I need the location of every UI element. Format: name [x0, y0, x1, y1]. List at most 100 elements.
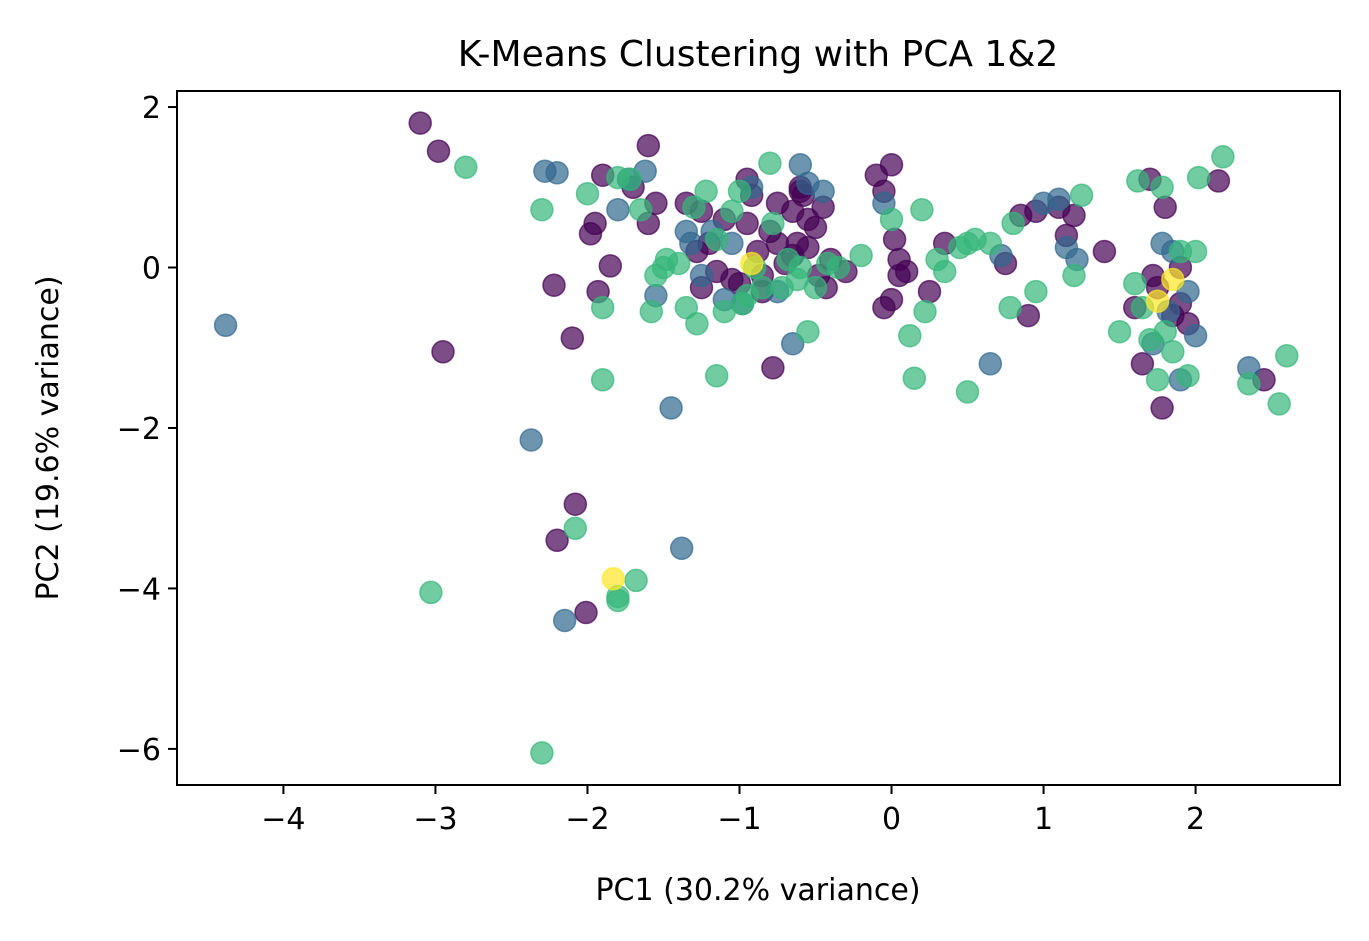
data-point [545, 161, 569, 185]
data-point [1211, 145, 1235, 169]
data-point [796, 319, 820, 344]
data-point [574, 600, 598, 625]
data-point [955, 231, 980, 256]
data-point [998, 295, 1022, 320]
data-point [913, 299, 937, 324]
data-point [552, 608, 577, 633]
data-point [669, 536, 694, 561]
data-point [761, 211, 785, 236]
data-point [618, 167, 642, 192]
data-point [598, 254, 623, 278]
data-point [659, 396, 683, 420]
data-point [1267, 392, 1291, 416]
data-point [639, 299, 664, 324]
data-point [1183, 323, 1208, 348]
data-point [1107, 319, 1132, 344]
plot-frame [176, 90, 1341, 786]
x-tick-label: −4 [261, 802, 305, 837]
data-point [563, 492, 588, 516]
x-tick-label: 2 [1186, 802, 1205, 837]
data-point [1275, 344, 1299, 368]
data-point [1062, 263, 1086, 288]
data-points [213, 111, 1299, 765]
data-point [1145, 289, 1170, 313]
data-point [1150, 396, 1174, 420]
data-point [601, 567, 626, 591]
data-point [545, 528, 569, 553]
data-point [1206, 169, 1231, 193]
data-point [887, 247, 911, 272]
data-point [1123, 271, 1147, 296]
data-point [727, 179, 752, 204]
data-point [1183, 239, 1208, 264]
data-point [1062, 203, 1086, 228]
data-point [978, 352, 1003, 376]
data-point [590, 295, 615, 320]
x-tick-label: −1 [717, 802, 761, 837]
data-point [1161, 340, 1185, 364]
data-point [917, 279, 942, 304]
y-axis-label: PC2 (19.6% variance) [31, 275, 66, 600]
data-point [542, 273, 566, 297]
chart-title: K-Means Clustering with PCA 1&2 [458, 34, 1059, 75]
data-point [1024, 279, 1048, 304]
data-point [1126, 169, 1150, 193]
data-point [563, 516, 588, 541]
data-point [978, 231, 1003, 256]
data-point [666, 251, 691, 276]
data-point [606, 197, 630, 222]
data-point [583, 211, 607, 236]
data-point [431, 340, 455, 364]
data-point [606, 588, 630, 613]
data-point [1047, 187, 1071, 212]
data-point [785, 267, 810, 292]
y-tick-label: −6 [117, 733, 161, 768]
x-axis-label: PC1 (30.2% variance) [595, 873, 920, 908]
data-point [811, 179, 835, 204]
x-tick-label: 0 [882, 802, 901, 837]
data-point [454, 155, 478, 179]
data-point [739, 251, 764, 276]
data-point [1001, 211, 1025, 236]
data-point [898, 323, 922, 348]
y-tick-label: −2 [117, 412, 161, 447]
data-point [879, 153, 904, 177]
data-point [758, 151, 782, 175]
data-point [803, 215, 828, 240]
data-point [426, 139, 451, 163]
y-axis: −6 −4 −2 0 2 [117, 91, 177, 768]
y-tick-label: −4 [117, 572, 161, 607]
data-point [902, 366, 927, 390]
data-point [624, 568, 648, 593]
data-point [796, 235, 820, 260]
data-point [689, 263, 714, 288]
data-point [761, 356, 785, 380]
data-point [679, 231, 703, 256]
data-point [636, 133, 661, 158]
data-point [682, 195, 706, 220]
data-point [590, 368, 615, 392]
data-point [1237, 372, 1261, 396]
data-point [1150, 175, 1174, 200]
data-point [704, 227, 729, 252]
x-tick-label: 1 [1034, 802, 1053, 837]
data-point [955, 380, 980, 404]
data-point [560, 326, 585, 350]
data-point [1130, 352, 1155, 376]
data-point [1186, 165, 1211, 190]
data-point [1092, 239, 1117, 264]
data-point [1145, 368, 1170, 392]
data-point [213, 313, 238, 338]
data-point [694, 179, 718, 204]
data-point [704, 364, 729, 388]
data-point [882, 227, 907, 252]
data-point [1069, 183, 1094, 208]
data-point [910, 197, 934, 222]
data-point [750, 275, 775, 300]
x-tick-label: −3 [413, 802, 457, 837]
data-point [720, 199, 744, 224]
data-point [826, 255, 851, 280]
x-axis: −4 −3 −2 −1 0 1 2 [261, 785, 1205, 837]
data-point [879, 207, 904, 232]
